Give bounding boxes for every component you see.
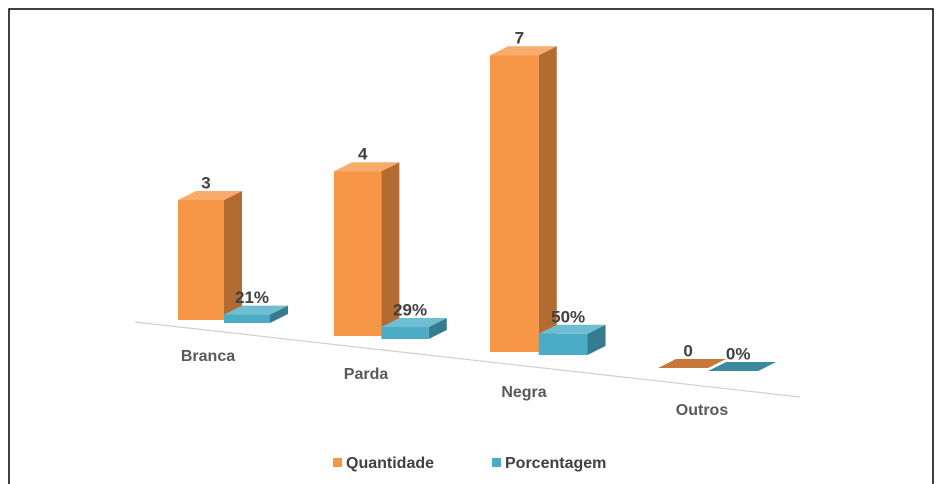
- bar-top: [490, 46, 557, 56]
- bar-front: [178, 200, 224, 320]
- data-label: 0: [683, 341, 692, 360]
- bar: [658, 359, 727, 368]
- bar-top: [334, 162, 400, 172]
- bar-side: [587, 324, 606, 355]
- x-tick-label: Outros: [676, 402, 729, 419]
- data-label: 4: [358, 145, 368, 164]
- bar: [381, 318, 447, 339]
- bar: [224, 305, 288, 323]
- legend-label: Quantidade: [346, 455, 434, 472]
- data-label: 21%: [235, 288, 269, 307]
- x-tick-label: Negra: [501, 384, 546, 401]
- bar-top: [178, 191, 242, 200]
- x-tick-label: Parda: [344, 366, 389, 383]
- bar-front: [381, 327, 429, 339]
- bar-side: [381, 162, 400, 336]
- bar-side: [224, 191, 242, 320]
- bar-front: [490, 55, 539, 352]
- data-label: 29%: [393, 301, 427, 320]
- legend-label: Porcentagem: [505, 455, 606, 472]
- frame: [8, 8, 934, 484]
- bar: [490, 46, 557, 352]
- floor-line: [134, 321, 801, 398]
- bar-top: [658, 359, 727, 368]
- bar-front: [538, 333, 588, 355]
- x-tick-label: Branca: [181, 348, 235, 365]
- bar: [334, 162, 400, 336]
- bar-top: [708, 362, 777, 371]
- data-label: 7: [515, 29, 524, 48]
- bar-front: [224, 314, 270, 323]
- legend-swatch: [492, 458, 501, 467]
- legend-swatch: [333, 458, 342, 467]
- bar-side: [428, 318, 447, 339]
- bar-top: [381, 318, 447, 328]
- bar: [538, 324, 606, 355]
- bar-side: [270, 305, 288, 323]
- bar-top: [538, 324, 606, 334]
- data-label: 3: [201, 173, 210, 192]
- bar-side: [538, 46, 557, 352]
- data-label: 0%: [726, 344, 751, 363]
- bar-front: [334, 171, 382, 336]
- bar: [178, 191, 242, 320]
- bar: [708, 362, 777, 371]
- bar-top: [224, 305, 288, 315]
- data-label: 50%: [551, 307, 585, 326]
